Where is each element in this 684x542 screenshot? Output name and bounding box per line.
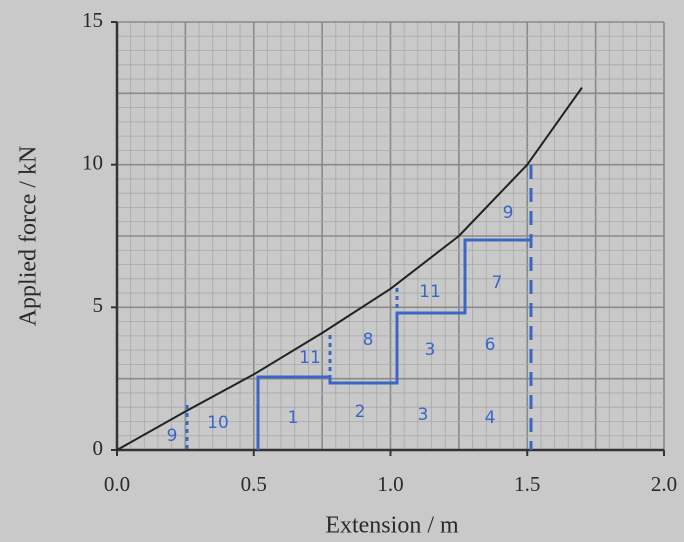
annotation: 3 [418,405,429,425]
annotation: 10 [207,413,229,433]
x-tick-label: 0.0 [104,472,130,496]
annotation: 2 [355,402,366,422]
x-tick-label: 0.5 [241,472,267,496]
y-tick-label: 5 [93,293,104,317]
x-tick-label: 2.0 [651,472,677,496]
annotation: 1 [288,408,299,428]
y-axis-label: Applied force / kN [16,146,42,327]
annotation: 8 [363,330,374,350]
y-tick-label: 10 [82,150,103,174]
y-tick-label: 0 [93,436,104,460]
annotation: 3 [425,340,436,360]
annotation: 9 [167,426,178,446]
y-tick-label: 15 [82,8,103,32]
annotation: 4 [485,408,496,428]
annotation: 9 [503,203,514,223]
x-tick-label: 1.0 [377,472,403,496]
grid [117,22,664,450]
annotation: 11 [419,282,441,302]
x-axis-label: Extension / m [325,513,459,539]
annotation: 6 [485,335,496,355]
annotation: 11 [299,348,321,368]
chart: Applied force / kN Extension / m 0.0 0.5 1… [0,0,684,542]
x-tick-label: 1.5 [514,472,540,496]
annotation: 7 [492,273,503,293]
background [0,0,684,542]
